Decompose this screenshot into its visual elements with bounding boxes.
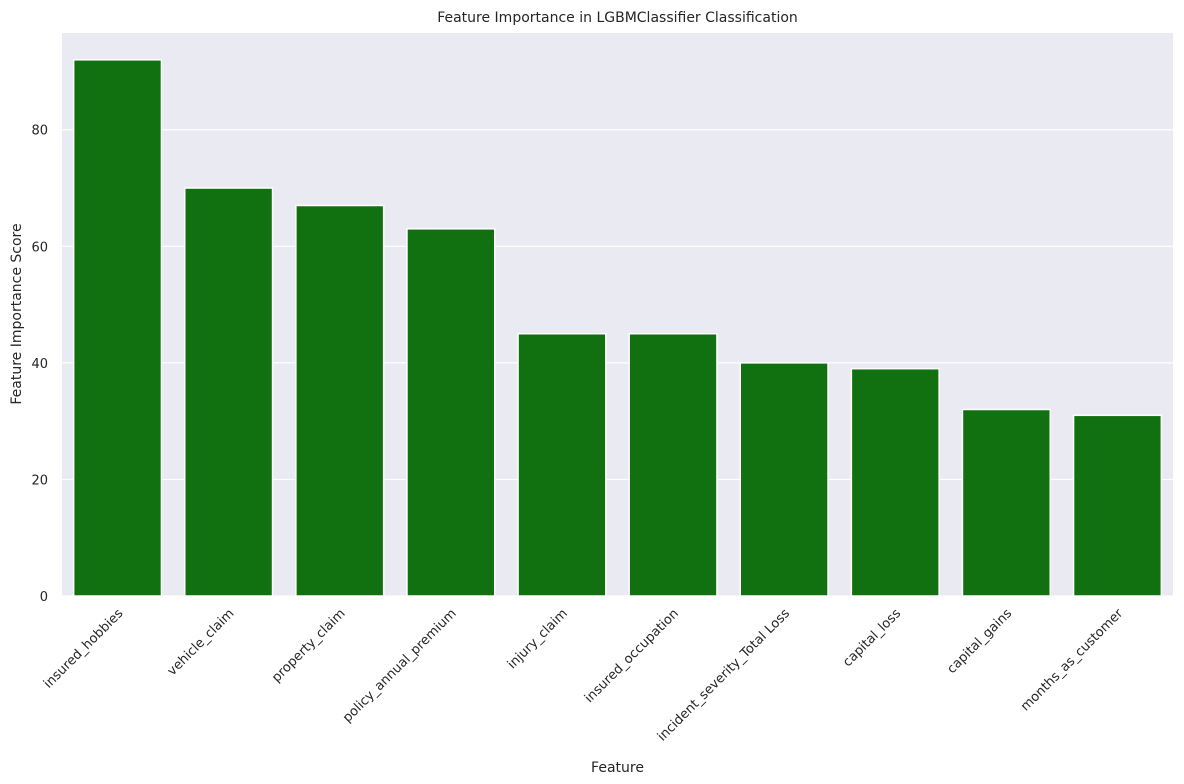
bars <box>72 59 1163 597</box>
bar <box>517 332 607 597</box>
bar <box>295 204 385 597</box>
x-tick-label: property_claim <box>269 606 348 685</box>
y-axis-ticks: 0 20 40 60 80 <box>31 124 48 605</box>
bar <box>184 187 274 597</box>
y-tick-label: 0 <box>40 590 48 605</box>
y-tick-label: 80 <box>31 124 48 139</box>
x-tick-label: capital_gains <box>944 606 1015 677</box>
x-tick-label: policy_annual_premium <box>340 606 460 726</box>
bar <box>72 59 163 597</box>
bar <box>850 367 940 597</box>
x-tick-label: insured_hobbies <box>41 606 127 692</box>
chart-title: Feature Importance in LGBMClassifier Cla… <box>437 10 798 26</box>
x-tick-label: months_as_customer <box>1018 606 1127 715</box>
bar <box>628 332 718 597</box>
y-tick-label: 40 <box>31 357 48 372</box>
x-tick-label: injury_claim <box>505 606 571 672</box>
x-tick-label: vehicle_claim <box>165 606 238 679</box>
bar <box>1072 414 1163 597</box>
x-axis-ticks: insured_hobbies vehicle_claim property_cla… <box>41 606 1127 745</box>
bar <box>406 228 496 597</box>
x-axis-label: Feature <box>591 760 644 776</box>
x-tick-label: incident_severity_Total Loss <box>655 606 793 744</box>
y-tick-label: 60 <box>31 240 48 255</box>
y-axis-label: Feature Importance Score <box>9 223 25 404</box>
y-tick-label: 20 <box>31 473 48 488</box>
bar <box>739 362 829 597</box>
x-tick-label: insured_occupation <box>582 606 682 706</box>
bar <box>961 408 1051 597</box>
x-tick-label: capital_loss <box>840 606 904 670</box>
